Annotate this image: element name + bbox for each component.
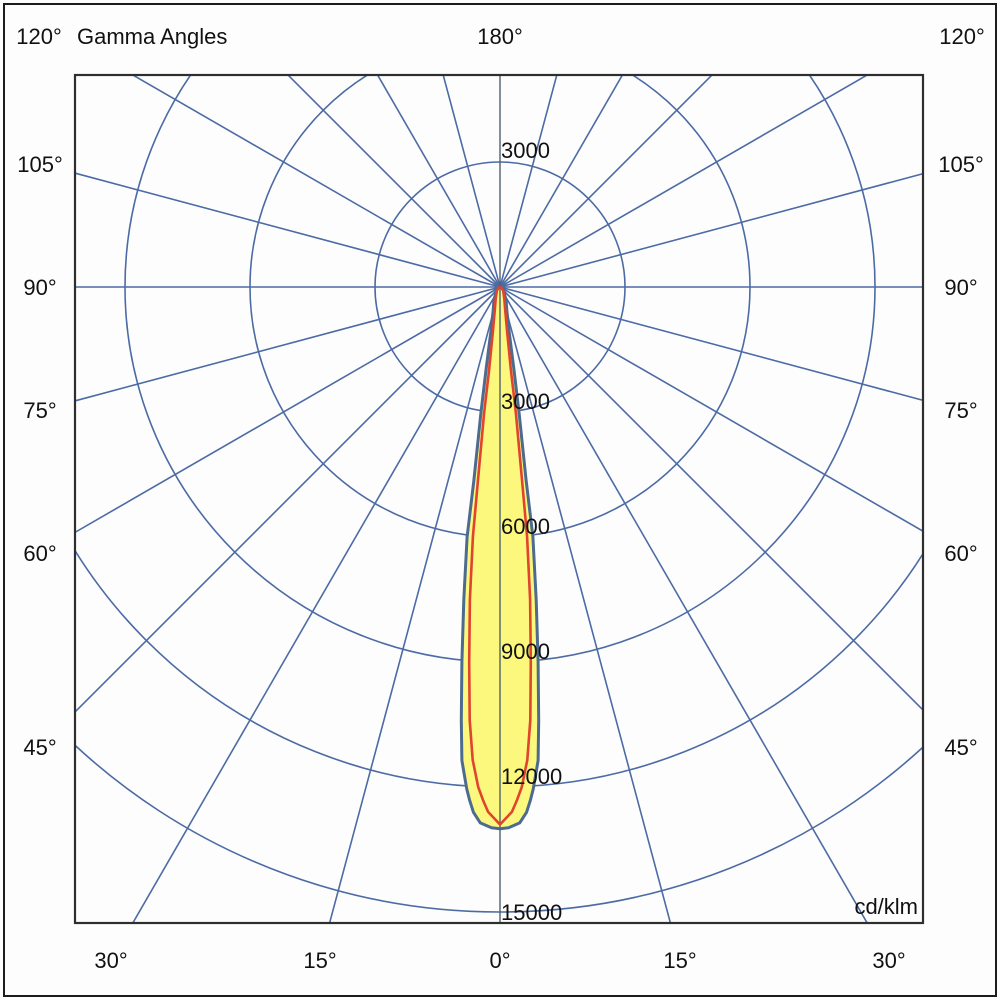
grid-ray (328, 286, 501, 923)
plot-border (73, 73, 925, 925)
gamma-label-bottom: 15° (303, 948, 336, 973)
gamma-label-left: 75° (23, 398, 56, 423)
grid-ray (499, 286, 923, 712)
diagram-title: Gamma Angles (77, 24, 227, 49)
gamma-label-right: 75° (944, 398, 977, 423)
gamma-label-left: 45° (23, 735, 56, 760)
gamma-label-bottom: 30° (872, 948, 905, 973)
grid-ray (131, 286, 501, 923)
grid-ray (75, 172, 501, 288)
gamma-label-left: 90° (23, 275, 56, 300)
grid-ray (499, 286, 923, 402)
grid-ray (75, 286, 501, 534)
gamma-label-right: 105° (938, 152, 984, 177)
grid-ray (499, 75, 714, 288)
grid-ray (442, 75, 501, 288)
grid-ray (499, 286, 869, 923)
gamma-label-top-right: 120° (939, 24, 985, 49)
beam-curve-red (467, 285, 533, 826)
radial-tick-label: 12000 (501, 764, 562, 789)
grid-ray (499, 75, 558, 288)
gamma-label-right: 60° (944, 541, 977, 566)
grid-ray (499, 75, 624, 288)
grid-ray (376, 75, 501, 288)
gamma-label-right: 90° (944, 275, 977, 300)
radial-tick-label: 15000 (501, 900, 562, 925)
radial-tick-label-top: 3000 (501, 138, 550, 163)
radial-tick-label: 6000 (501, 514, 550, 539)
grid-ray (131, 75, 501, 288)
grid-ray (75, 286, 501, 402)
grid-ray (286, 75, 501, 288)
gamma-label-left: 105° (17, 152, 63, 177)
radial-tick-label: 3000 (501, 389, 550, 414)
gamma-label-right: 45° (944, 735, 977, 760)
gamma-label-top-left: 120° (16, 24, 62, 49)
radial-tick-label: 9000 (501, 639, 550, 664)
gamma-label-bottom: 30° (94, 948, 127, 973)
unit-label: cd/klm (854, 894, 918, 919)
grid-ray (499, 75, 869, 288)
gamma-label-180: 180° (477, 24, 523, 49)
grid-ray (499, 172, 923, 288)
grid-ray (499, 286, 923, 533)
gamma-label-bottom: 0° (489, 948, 510, 973)
grid-ray (499, 286, 672, 923)
gamma-label-bottom: 15° (663, 948, 696, 973)
grid-ray (75, 286, 501, 714)
page-border (3, 3, 997, 997)
gamma-label-left: 60° (23, 541, 56, 566)
